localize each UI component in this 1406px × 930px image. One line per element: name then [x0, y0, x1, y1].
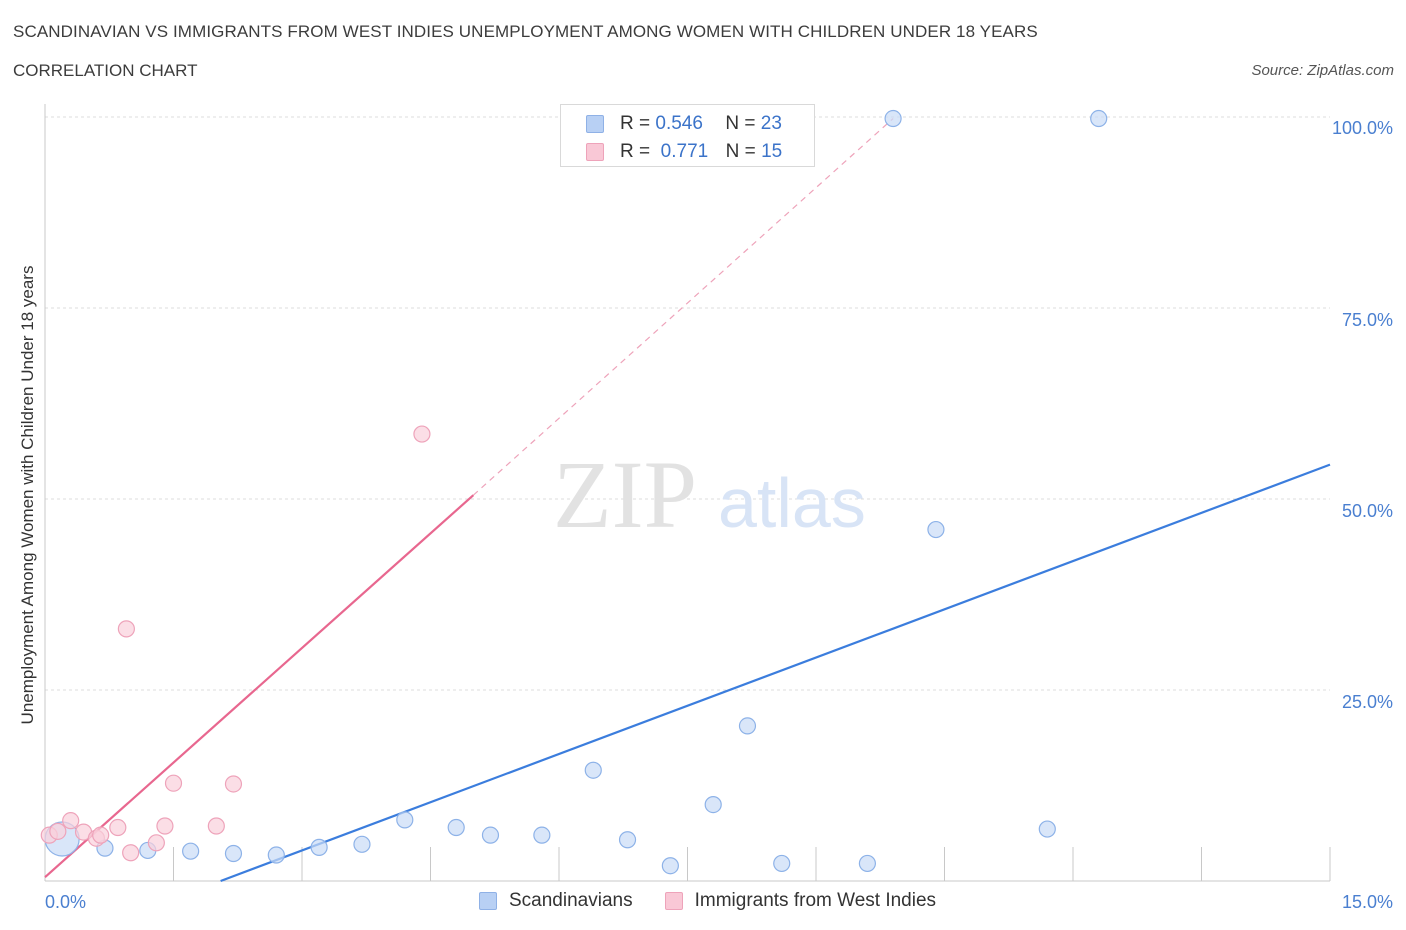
legend-swatch-blue [586, 115, 604, 133]
series-legend: Scandinavians Immigrants from West Indie… [479, 890, 968, 912]
stats-row-scandinavians: R = 0.546 N = 23 [586, 111, 782, 137]
legend-item-west-indies[interactable]: Immigrants from West Indies [664, 890, 937, 912]
legend-label: Immigrants from West Indies [694, 890, 937, 911]
west-indies-point [147, 834, 165, 852]
scandinavian-point [661, 857, 679, 875]
watermark-atlas: atlas [718, 464, 866, 542]
scandinavian-point [310, 838, 328, 856]
scandinavian-point [353, 835, 371, 853]
scandinavian-point [584, 761, 602, 779]
scandinavian-point [884, 109, 902, 128]
west-indies-point [207, 817, 225, 835]
data-points [40, 109, 1108, 875]
scandinavian-point [773, 854, 791, 873]
scandinavian-point [1038, 820, 1056, 838]
scandinavian-point [738, 717, 757, 735]
stats-legend: R = 0.546 N = 23 R = 0.771 N = 15 [560, 104, 815, 167]
chart-title: SCANDINAVIAN VS IMMIGRANTS FROM WEST IND… [13, 22, 1038, 41]
west-indies-point [117, 620, 135, 638]
source-credit: Source: ZipAtlas.com [1251, 62, 1394, 79]
scandinavian-point [447, 818, 465, 837]
x-tick-label: 0.0% [45, 892, 86, 912]
legend-item-scandinavians[interactable]: Scandinavians [479, 890, 633, 912]
r-label: R = [620, 141, 651, 162]
west-indies-point [62, 812, 80, 830]
west-indies-trend-extension [472, 118, 894, 496]
west-indies-point [156, 817, 174, 835]
r-value: 0.546 [655, 113, 703, 134]
scandinavian-point [618, 831, 637, 849]
west-indies-point [49, 822, 67, 840]
watermark: ZIP atlas [553, 441, 866, 548]
legend-label: Scandinavians [509, 890, 633, 911]
west-indies-trend-line [44, 494, 475, 879]
west-indies-point [92, 826, 110, 844]
scandinavian-point [1090, 109, 1108, 128]
gridlines [45, 116, 1330, 691]
scandinavian-point [182, 842, 200, 860]
west-indies-point [122, 844, 140, 862]
x-tick-label: 15.0% [1342, 892, 1393, 912]
legend-swatch-blue [479, 892, 497, 910]
n-value: 23 [760, 113, 782, 134]
west-indies-point [224, 775, 243, 793]
scandinavian-point [267, 846, 285, 864]
watermark-zip: ZIP [553, 441, 697, 548]
stats-row-west-indies: R = 0.771 N = 15 [586, 139, 782, 165]
scandinavian-point [927, 520, 945, 539]
scandinavian-point [224, 844, 243, 863]
west-indies-point [413, 425, 431, 443]
axes [44, 104, 1331, 882]
y-tick-label: 25.0% [1342, 692, 1393, 712]
y-tick-label: 100.0% [1332, 118, 1393, 138]
x-tick-labels: 0.0% 15.0% [45, 892, 1393, 912]
y-tick-labels: 100.0% 75.0% 50.0% 25.0% [1332, 118, 1393, 712]
legend-swatch-pink [586, 143, 604, 161]
y-tick-label: 75.0% [1342, 310, 1393, 330]
y-axis-label: Unemployment Among Women with Children U… [18, 266, 37, 725]
scandinavian-point [858, 854, 877, 873]
west-indies-point [164, 774, 183, 792]
n-value: 15 [761, 141, 783, 162]
legend-swatch-pink [664, 892, 683, 910]
y-tick-label: 50.0% [1342, 501, 1393, 521]
scandinavian-point [704, 795, 722, 814]
r-label: R = [620, 113, 651, 134]
west-indies-point [109, 818, 127, 837]
n-label: N = [725, 113, 756, 134]
r-value: 0.771 [660, 141, 709, 162]
scandinavian-point [396, 811, 414, 829]
scandinavian-point [533, 826, 551, 844]
n-label: N = [725, 141, 756, 162]
chart-subtitle: CORRELATION CHART [13, 61, 198, 80]
scandinavian-point [481, 826, 500, 844]
